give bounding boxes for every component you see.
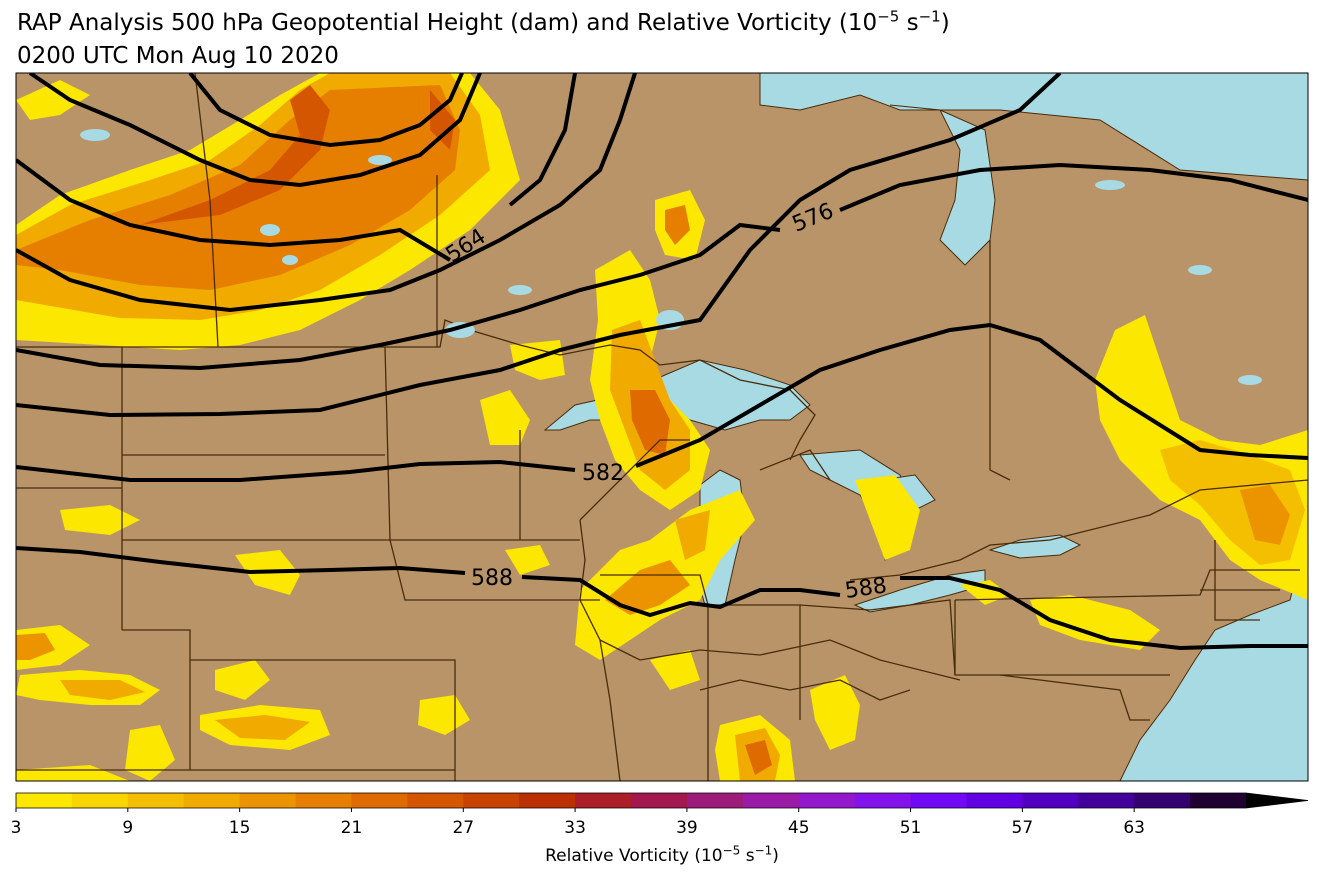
map-title: RAP Analysis 500 hPa Geopotential Height… <box>17 7 950 36</box>
contour-line <box>16 73 637 313</box>
contour-label-588-east: 588 <box>843 573 888 604</box>
province-border-1 <box>194 73 219 348</box>
height-contours <box>16 73 1308 651</box>
colorbar-swatch <box>351 793 408 808</box>
state-border-wi <box>579 439 690 521</box>
contour-line <box>16 73 577 262</box>
lake-ontario <box>988 534 1082 559</box>
vorticity-shading <box>16 73 1308 781</box>
colorbar-swatch <box>183 793 241 808</box>
colorbar-swatch <box>127 793 185 808</box>
contour-line <box>16 162 1308 371</box>
state-border-ky <box>599 639 961 681</box>
colorbar-swatch <box>1134 793 1191 808</box>
colorbar-tick-label: 39 <box>676 818 698 838</box>
colorbar-tick-label: 63 <box>1123 818 1145 838</box>
colorbar-swatch <box>1022 793 1079 808</box>
colorbar-swatch <box>71 793 129 808</box>
state-border-ny <box>954 569 1300 601</box>
river-ohio <box>699 679 911 701</box>
colorbar-tick-label: 45 <box>787 818 810 838</box>
colorbar-swatch <box>407 793 464 808</box>
state-border-v1 <box>384 346 391 541</box>
colorbar-swatch <box>686 793 744 808</box>
colorbar-swatch <box>519 793 576 808</box>
small-lakes <box>80 85 1262 385</box>
colorbar-swatch <box>239 793 297 808</box>
colorbar-swatch <box>854 793 912 808</box>
colorbar <box>15 792 1309 812</box>
state-border-oh <box>799 599 956 676</box>
river-mississippi <box>579 519 621 781</box>
contour-label-582: 582 <box>582 461 624 486</box>
colorbar-swatch <box>16 793 73 808</box>
colorbar-tick-label: 51 <box>899 818 922 838</box>
colorbar-tick-label: 57 <box>1011 818 1034 838</box>
state-border-md <box>999 674 1150 721</box>
map-frame <box>15 72 1309 782</box>
colorbar-swatch <box>1078 793 1135 808</box>
state-border-v2 <box>519 430 580 541</box>
state-border-ia-mo <box>389 539 600 601</box>
state-border-mi <box>759 449 831 481</box>
colorbar-swatch <box>742 793 800 808</box>
contour-line <box>16 322 1308 482</box>
contour-line <box>188 73 464 148</box>
contour-line <box>28 73 482 188</box>
state-border-ks <box>190 659 456 781</box>
state-border-il <box>600 574 709 781</box>
contour-label-588-west: 588 <box>471 566 513 591</box>
colorbar-label: Relative Vorticity (10−5 s−1) <box>545 843 779 866</box>
state-border-ne <box>1200 540 1280 621</box>
colorbar-swatch <box>631 793 688 808</box>
colorbar-tick-label: 21 <box>340 818 363 838</box>
contour-line <box>16 73 1062 418</box>
colorbar-swatch <box>1190 793 1247 808</box>
state-border-h4 <box>122 629 191 770</box>
colorbar-tick-label: 27 <box>452 818 475 838</box>
colorbar-tick-label: 9 <box>122 818 134 838</box>
colorbar-frame <box>15 792 1309 809</box>
colorbar-extend-arrow <box>1246 793 1308 808</box>
map-subtitle: 0200 UTC Mon Aug 10 2020 <box>17 43 339 69</box>
state-border-pa <box>954 600 1170 676</box>
colorbar-swatch <box>463 793 520 808</box>
colorbar-swatch <box>798 793 856 808</box>
colorbar-swatch <box>575 793 632 808</box>
colorbar-swatch <box>910 793 967 808</box>
colorbar-tick-label: 15 <box>228 818 251 838</box>
contour-line <box>16 546 1308 651</box>
colorbar-tick-label: 3 <box>10 818 22 838</box>
colorbar-tick-label: 33 <box>564 818 586 838</box>
colorbar-swatch <box>966 793 1023 808</box>
hudson-bay <box>759 73 1308 181</box>
province-border-3 <box>989 240 1011 481</box>
colorbar-swatch <box>295 793 352 808</box>
political-borders <box>16 73 1308 781</box>
